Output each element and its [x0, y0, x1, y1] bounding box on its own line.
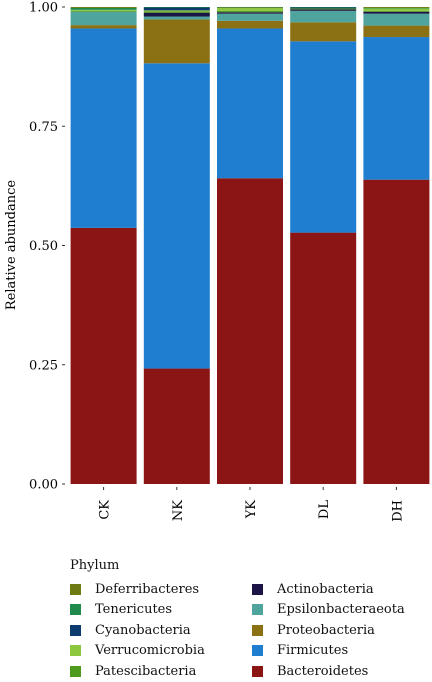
legend-swatch [70, 625, 81, 636]
bar-segment-firmicutes-nk [144, 63, 210, 368]
bar-segment-actinobacteria-yk [217, 12, 283, 13]
x-tick-label: CK [98, 500, 113, 520]
bar-segment-actinobacteria-dl [290, 9, 356, 10]
bar-segment-bacteroidetes-yk [217, 178, 283, 484]
bar-segment-deferribacteres-ck [71, 7, 137, 8]
legend-item-actinobacteria: Actinobacteria [252, 579, 402, 600]
bar-segment-verrucomicrobia-dh [363, 8, 429, 10]
bar-segment-epsilonbacteraeota-dh [363, 14, 429, 26]
bar-segment-cyanobacteria-dl [290, 7, 356, 8]
bar-segment-tenericutes-ck [71, 8, 137, 10]
legend-label: Firmicutes [277, 643, 348, 658]
legend-item-firmicutes: Firmicutes [252, 641, 402, 662]
bar-segment-proteobacteria-dl [290, 22, 356, 41]
legend-swatch [252, 666, 263, 677]
y-axis: 0.00 0.25 0.50 0.75 1.00 [29, 1, 65, 493]
bar-segment-verrucomicrobia-nk [144, 10, 210, 11]
legend-swatch [70, 584, 81, 595]
bar-segment-patescibacteria-nk [144, 11, 210, 12]
bar-segment-bacteroidetes-dl [290, 233, 356, 484]
legend-item-tenericutes: Tenericutes [70, 600, 252, 621]
legend-item-verrucomicrobia: Verrucomicrobia [70, 641, 252, 662]
legend-label: Actinobacteria [277, 582, 374, 597]
bar-segment-firmicutes-dh [363, 37, 429, 180]
bar-segment-bacteroidetes-dh [363, 180, 429, 484]
bar-segment-verrucomicrobia-ck [71, 10, 137, 11]
y-tick-label: 0.25 [29, 358, 58, 373]
bar-segment-epsilonbacteraeota-nk [144, 17, 210, 20]
bar-segment-deferribacteres-dh [363, 7, 429, 8]
legend-label: Epsilonbacteraeota [277, 602, 405, 617]
bar-segment-patescibacteria-dh [363, 11, 429, 12]
legend-swatch [70, 645, 81, 656]
bar-segment-proteobacteria-nk [144, 19, 210, 63]
legend-item-epsilonbacteraeota: Epsilonbacteraeota [252, 600, 402, 621]
legend-label: Cyanobacteria [95, 623, 191, 638]
bar-segment-firmicutes-dl [290, 41, 356, 232]
bar-segment-proteobacteria-yk [217, 21, 283, 29]
bar-segment-proteobacteria-ck [71, 25, 137, 28]
legend-swatch [252, 625, 263, 636]
bars [71, 7, 430, 484]
y-tick-label: 0.50 [29, 239, 58, 254]
bar-segment-patescibacteria-ck [71, 11, 137, 12]
y-axis-title: Relative abundance [4, 180, 19, 310]
bar-segment-actinobacteria-nk [144, 13, 210, 17]
x-tick-label: DL [317, 500, 332, 519]
legend-label: Deferribacteres [95, 582, 199, 597]
legend-label: Verrucomicrobia [95, 643, 205, 658]
bar-segment-verrucomicrobia-yk [217, 8, 283, 11]
legend-item-cyanobacteria: Cyanobacteria [70, 620, 252, 641]
bar-segment-bacteroidetes-nk [144, 369, 210, 484]
legend-swatch [70, 666, 81, 677]
legend-item-proteobacteria: Proteobacteria [252, 620, 402, 641]
legend-item-bacteroidetes: Bacteroidetes [252, 661, 402, 682]
legend-item-deferribacteres: Deferribacteres [70, 579, 252, 600]
bar-segment-firmicutes-yk [217, 28, 283, 178]
y-tick-label: 0.75 [29, 120, 58, 135]
legend: Phylum Deferribacteres Actinobacteria Tene… [70, 558, 410, 682]
bar-segment-patescibacteria-yk [217, 11, 283, 12]
legend-label: Patescibacteria [95, 664, 196, 679]
x-axis: CK NK YK DL DH [98, 487, 406, 522]
bar-segment-patescibacteria-dl [290, 8, 356, 9]
x-tick-label: NK [171, 500, 186, 521]
legend-items: Deferribacteres Actinobacteria Tenericutes… [70, 579, 410, 682]
legend-label: Tenericutes [95, 602, 172, 617]
legend-label: Proteobacteria [277, 623, 375, 638]
x-tick-label: YK [244, 500, 259, 520]
y-tick-label: 1.00 [29, 1, 58, 16]
bar-segment-actinobacteria-dh [363, 12, 429, 14]
bar-segment-epsilonbacteraeota-ck [71, 12, 137, 25]
legend-swatch [252, 645, 263, 656]
legend-title: Phylum [70, 558, 410, 573]
legend-item-patescibacteria: Patescibacteria [70, 661, 252, 682]
bar-segment-epsilonbacteraeota-dl [290, 11, 356, 22]
bar-segment-proteobacteria-dh [363, 26, 429, 37]
legend-swatch [252, 604, 263, 615]
x-tick-label: DH [390, 500, 405, 522]
bar-segment-firmicutes-ck [71, 28, 137, 227]
legend-swatch [252, 584, 263, 595]
legend-label: Bacteroidetes [277, 664, 368, 679]
y-tick-label: 0.00 [29, 478, 58, 493]
bar-segment-bacteroidetes-ck [71, 228, 137, 484]
bar-segment-cyanobacteria-nk [144, 7, 210, 10]
bar-segment-epsilonbacteraeota-yk [217, 14, 283, 21]
legend-swatch [70, 604, 81, 615]
